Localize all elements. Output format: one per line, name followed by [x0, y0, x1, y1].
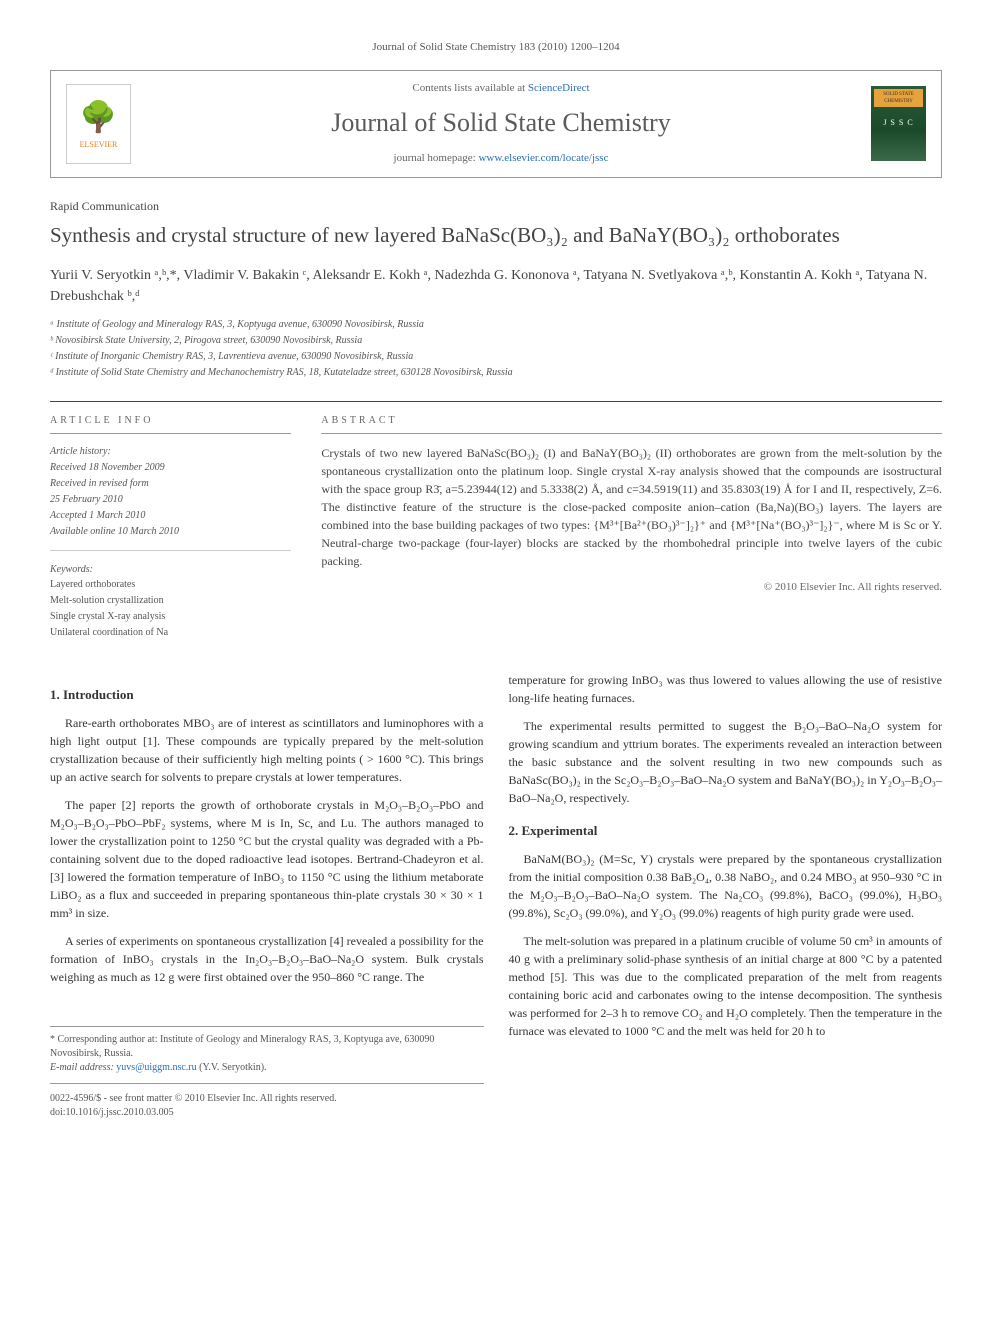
abstract-copyright: © 2010 Elsevier Inc. All rights reserved… [321, 580, 942, 595]
tree-icon: 🌳 [80, 97, 118, 139]
footer-issn: 0022-4596/$ - see front matter © 2010 El… [50, 1092, 484, 1106]
affiliation-b: ᵇ Novosibirsk State University, 2, Pirog… [50, 333, 942, 349]
affiliation-d: ᵈ Institute of Solid State Chemistry and… [50, 365, 942, 381]
intro-heading: 1. Introduction [50, 686, 484, 704]
history-received: Received 18 November 2009 [50, 460, 291, 476]
left-column: 1. Introduction Rare-earth orthoborates … [50, 671, 484, 1120]
history-accepted: Accepted 1 March 2010 [50, 508, 291, 524]
history-revised-1: Received in revised form [50, 476, 291, 492]
abstract-label: ABSTRACT [321, 414, 942, 434]
article-info-column: ARTICLE INFO Article history: Received 1… [50, 414, 291, 641]
journal-reference: Journal of Solid State Chemistry 183 (20… [372, 41, 619, 53]
keyword: Melt-solution crystallization [50, 593, 291, 609]
intro-para-1: Rare-earth orthoborates MBO₃ are of inte… [50, 714, 484, 786]
intro-para-2: The paper [2] reports the growth of orth… [50, 796, 484, 922]
exp-para-2: The melt-solution was prepared in a plat… [509, 932, 943, 1040]
info-abstract-row: ARTICLE INFO Article history: Received 1… [50, 401, 942, 641]
corr-address: * Corresponding author at: Institute of … [50, 1033, 484, 1061]
journal-banner: 🌳 ELSEVIER Contents lists available at S… [50, 70, 942, 177]
keyword: Layered orthoborates [50, 577, 291, 593]
email-link[interactable]: yuvs@uiggm.nsc.ru [116, 1062, 196, 1073]
affiliations: ᵃ Institute of Geology and Mineralogy RA… [50, 317, 942, 381]
journal-homepage-link[interactable]: www.elsevier.com/locate/jssc [478, 152, 608, 164]
corr-email-line: E-mail address: yuvs@uiggm.nsc.ru (Y.V. … [50, 1061, 484, 1075]
body-columns: 1. Introduction Rare-earth orthoborates … [50, 671, 942, 1120]
affiliation-a: ᵃ Institute of Geology and Mineralogy RA… [50, 317, 942, 333]
homepage-line: journal homepage: www.elsevier.com/locat… [146, 151, 856, 166]
authors-list: Yurii V. Seryotkin ᵃ,ᵇ,*, Vladimir V. Ba… [50, 265, 942, 307]
elsevier-text: ELSEVIER [80, 139, 118, 150]
abstract-text: Crystals of two new layered BaNaSc(BO₃)₂… [321, 444, 942, 570]
cover-abbrev: J S S C [883, 117, 913, 128]
keywords-list: Layered orthoborates Melt-solution cryst… [50, 577, 291, 641]
cover-title: SOLID STATE CHEMISTRY [874, 89, 923, 107]
corresponding-author-block: * Corresponding author at: Institute of … [50, 1026, 484, 1084]
page-header: Journal of Solid State Chemistry 183 (20… [50, 40, 942, 55]
exp-para-1: BaNaM(BO₃)₂ (M=Sc, Y) crystals were prep… [509, 850, 943, 922]
article-title: Synthesis and crystal structure of new l… [50, 222, 942, 249]
keyword: Unilateral coordination of Na [50, 625, 291, 641]
elsevier-logo: 🌳 ELSEVIER [66, 84, 131, 164]
sciencedirect-link[interactable]: ScienceDirect [528, 82, 590, 94]
article-info-label: ARTICLE INFO [50, 414, 291, 434]
intro-cont-2: The experimental results permitted to su… [509, 717, 943, 807]
article-history: Article history: Received 18 November 20… [50, 444, 291, 551]
journal-cover-thumbnail: SOLID STATE CHEMISTRY J S S C [871, 86, 926, 161]
history-label: Article history: [50, 444, 291, 460]
history-revised-2: 25 February 2010 [50, 492, 291, 508]
keyword: Single crystal X-ray analysis [50, 609, 291, 625]
intro-para-3: A series of experiments on spontaneous c… [50, 932, 484, 986]
experimental-heading: 2. Experimental [509, 822, 943, 840]
article-type: Rapid Communication [50, 198, 942, 215]
intro-cont-1: temperature for growing InBO₃ was thus l… [509, 671, 943, 707]
right-column: temperature for growing InBO₃ was thus l… [509, 671, 943, 1120]
journal-name: Journal of Solid State Chemistry [146, 105, 856, 141]
history-online: Available online 10 March 2010 [50, 524, 291, 540]
banner-center: Contents lists available at ScienceDirec… [146, 81, 856, 166]
keywords-label: Keywords: [50, 563, 291, 577]
contents-line: Contents lists available at ScienceDirec… [146, 81, 856, 96]
footer-doi: doi:10.1016/j.jssc.2010.03.005 [50, 1106, 484, 1120]
abstract-column: ABSTRACT Crystals of two new layered BaN… [321, 414, 942, 641]
affiliation-c: ᶜ Institute of Inorganic Chemistry RAS, … [50, 349, 942, 365]
